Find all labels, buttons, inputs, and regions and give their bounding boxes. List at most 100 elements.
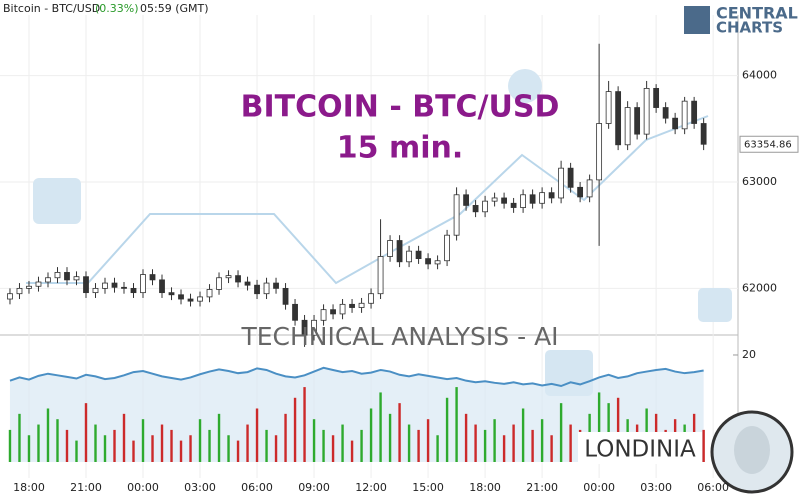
- x-tick-label: 12:00: [355, 481, 387, 494]
- banner: TECHNICAL ANALYSIS - AI: [240, 322, 558, 351]
- change: (0.33%): [95, 2, 139, 15]
- volume-bar: [559, 403, 563, 462]
- candle-body: [434, 260, 441, 265]
- volume-bar: [246, 424, 249, 462]
- candle-body: [149, 274, 156, 281]
- candle-body: [444, 234, 450, 262]
- y-tick-label: 63000: [742, 175, 777, 188]
- candle-body: [548, 192, 555, 199]
- candle-body: [605, 91, 612, 124]
- x-tick-label: 21:00: [70, 481, 102, 494]
- candle-body: [615, 91, 622, 146]
- y-tick-label: 62000: [742, 281, 777, 294]
- icon: [698, 288, 732, 322]
- candle-body: [292, 303, 298, 321]
- volume-bar: [398, 403, 401, 462]
- x-tick-label: 15:00: [412, 481, 444, 494]
- candle-body: [73, 276, 80, 281]
- watermark-title: BITCOIN - BTC/USD: [241, 90, 560, 125]
- candle-body: [358, 302, 365, 308]
- instrument: Bitcoin - BTC/USD: [3, 2, 100, 15]
- volume-bar: [550, 435, 553, 462]
- volume-bar: [312, 419, 316, 462]
- volume-bar: [331, 435, 335, 462]
- ai-projection: [26, 115, 709, 285]
- candle-body: [140, 274, 146, 294]
- candle-body: [349, 303, 355, 308]
- volume-bar: [502, 435, 506, 462]
- volume-bar: [217, 413, 221, 462]
- candle-body: [121, 286, 127, 289]
- volume-bar: [37, 424, 40, 462]
- volume-bar: [8, 429, 12, 462]
- volume-bar: [103, 435, 107, 462]
- y-tick-label: 20: [742, 348, 756, 361]
- candle-body: [330, 309, 336, 315]
- watermark-subtitle: 15 min.: [337, 131, 464, 166]
- volume-bar: [170, 429, 173, 462]
- candle-body: [92, 287, 99, 294]
- volume-bar: [512, 424, 515, 462]
- logo-mark: [684, 6, 710, 34]
- volume-bar: [540, 419, 544, 462]
- brand-box: [578, 432, 702, 464]
- volume-bar: [113, 429, 116, 462]
- candle-body: [643, 87, 650, 135]
- volume-bar: [293, 397, 297, 462]
- volume-bar: [75, 440, 78, 462]
- volume-bar: [702, 429, 705, 462]
- volume-bar: [426, 419, 430, 462]
- candle-body: [159, 279, 165, 294]
- volume-bar: [27, 435, 31, 462]
- candle-body: [7, 293, 13, 300]
- candle-body: [187, 298, 194, 302]
- candle-body: [206, 289, 213, 298]
- volume-bar: [227, 435, 230, 462]
- volume-bar: [189, 435, 192, 462]
- x-tick-label: 09:00: [298, 481, 330, 494]
- candle-body: [482, 200, 488, 213]
- x-tick-label: 06:00: [697, 481, 729, 494]
- x-tick-label: 03:00: [184, 481, 216, 494]
- candle-body: [45, 277, 51, 283]
- candle-body: [216, 277, 222, 290]
- candle-body: [700, 123, 707, 145]
- volume-bar: [597, 392, 601, 462]
- candle-body: [406, 250, 412, 263]
- candle-body: [64, 272, 70, 281]
- candle-body: [26, 285, 32, 289]
- x-tick-label: 21:00: [526, 481, 558, 494]
- volume-bar: [417, 429, 420, 462]
- volume-bar: [151, 435, 154, 462]
- volume-bar: [179, 440, 183, 462]
- volume-bar: [132, 440, 135, 462]
- volume-bar: [18, 413, 21, 462]
- candle-body: [282, 287, 289, 305]
- volume-bar: [84, 403, 88, 462]
- logo-top: CENTRAL: [716, 4, 798, 23]
- candle-body: [263, 282, 270, 295]
- volume-bar: [369, 408, 373, 462]
- candle-body: [653, 87, 660, 108]
- candle-body: [387, 240, 393, 257]
- volume-bar: [350, 440, 354, 462]
- x-tick-label: 00:00: [127, 481, 159, 494]
- candle-body: [539, 192, 546, 204]
- candle-body: [529, 194, 536, 204]
- volume-bar: [141, 419, 145, 462]
- candle-body: [453, 194, 460, 236]
- volume-bar: [208, 429, 211, 462]
- volume-bar: [569, 424, 572, 462]
- x-tick-label: 00:00: [583, 481, 615, 494]
- volume-bar: [341, 424, 344, 462]
- candle-body: [491, 197, 498, 202]
- candle-body: [368, 293, 374, 304]
- volume-bar: [322, 429, 325, 462]
- indicator-line: [9, 366, 704, 388]
- candle-body: [377, 256, 384, 295]
- candle-body: [520, 194, 526, 208]
- candle-body: [244, 281, 251, 286]
- candle-body: [83, 276, 89, 294]
- candle-body: [567, 167, 574, 188]
- volume-bar: [160, 424, 164, 462]
